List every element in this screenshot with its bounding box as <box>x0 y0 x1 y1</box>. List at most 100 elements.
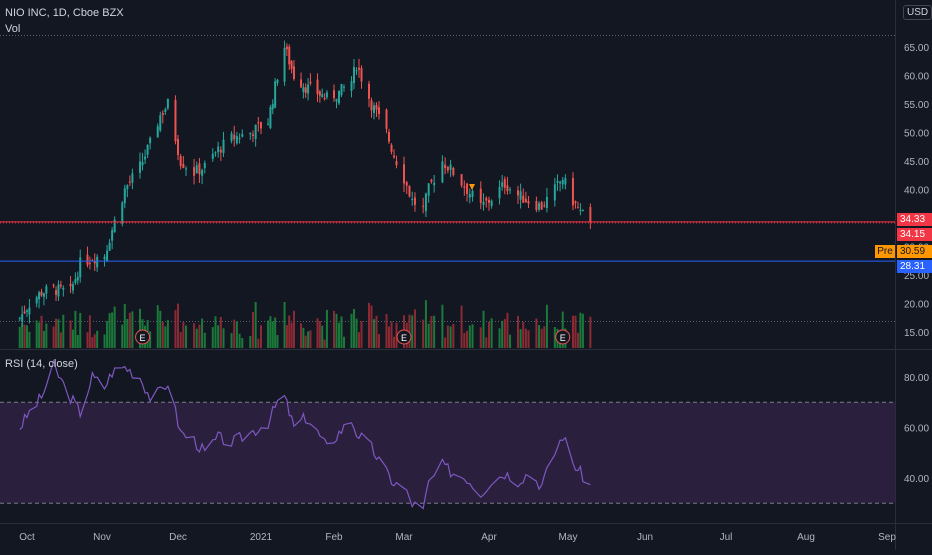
candle-body <box>333 90 335 99</box>
candle-body <box>26 310 28 312</box>
volume-bar <box>441 304 444 348</box>
volume-bar <box>182 322 185 348</box>
volume-bar <box>579 312 582 348</box>
volume-bar <box>59 332 62 348</box>
candle-body <box>161 113 164 115</box>
volume-bar <box>370 305 373 348</box>
price-tick-label: 40.00 <box>904 186 929 197</box>
candle-body <box>276 79 279 83</box>
candle-body <box>471 191 474 197</box>
candle-body <box>108 242 111 251</box>
candle-body <box>79 257 82 278</box>
candle-body <box>468 193 471 198</box>
volume-bar <box>276 335 279 348</box>
volume-bar <box>360 321 363 348</box>
volume-label[interactable]: Vol <box>5 23 21 35</box>
event-marker-icon <box>469 184 475 190</box>
candle-body <box>479 188 482 203</box>
candle-body <box>553 184 556 201</box>
volume-bar <box>52 326 55 348</box>
volume-bar <box>350 313 353 348</box>
candle-body <box>538 203 541 210</box>
candle-body <box>390 144 393 152</box>
candle-body <box>59 284 62 287</box>
candle-body <box>198 163 201 175</box>
volume-bar <box>156 305 159 348</box>
candle-body <box>574 201 577 203</box>
volume-bar <box>335 313 338 348</box>
earnings-marker-label: E <box>560 333 566 343</box>
candle-body <box>498 186 501 199</box>
symbol-title[interactable]: NIO INC, 1D, Cboe BZX <box>5 7 124 19</box>
candle-body <box>271 103 274 110</box>
candle-body <box>466 183 469 194</box>
volume-bar <box>527 330 530 348</box>
candle-body <box>488 199 490 203</box>
volume-bar <box>430 316 433 348</box>
time-axis-label: Apr <box>481 532 497 543</box>
candle-body <box>576 207 579 209</box>
volume-bar <box>466 330 469 348</box>
candle-body <box>201 169 204 176</box>
volume-bar <box>76 335 79 348</box>
candle-body <box>393 155 395 158</box>
volume-bar <box>131 311 134 348</box>
earnings-marker-icon <box>135 329 151 345</box>
volume-bar <box>185 325 188 348</box>
volume-bar <box>283 301 286 348</box>
candle-body <box>203 163 206 169</box>
volume-bar <box>411 315 414 348</box>
volume-bar <box>358 332 360 348</box>
currency-badge[interactable]: USD <box>903 5 932 20</box>
volume-bar <box>57 319 60 348</box>
volume-bar <box>449 326 452 348</box>
volume-bar <box>35 320 38 348</box>
candle-body <box>413 197 416 205</box>
candle-body <box>430 179 433 182</box>
candle-body <box>422 205 425 207</box>
volume-bar <box>333 310 335 348</box>
candle-body <box>370 100 373 111</box>
volume-bar <box>166 319 169 348</box>
candle-body <box>156 126 159 138</box>
volume-bar <box>254 301 257 348</box>
candle-body <box>35 297 38 304</box>
candle-body <box>589 206 592 222</box>
candle-body <box>52 284 55 287</box>
candle-body <box>378 107 380 115</box>
volume-bar <box>471 324 474 348</box>
volume-bar <box>93 334 96 348</box>
volume-bar <box>304 335 307 348</box>
volume-bar <box>21 323 24 348</box>
candle-body <box>214 152 217 154</box>
volume-bar <box>45 323 48 348</box>
candle-body <box>441 161 444 183</box>
volume-bar <box>69 320 72 348</box>
title-separator-2: , <box>66 7 73 19</box>
time-axis-label: Mar <box>395 532 413 543</box>
volume-bar <box>353 309 355 348</box>
candle-body <box>241 133 244 137</box>
rsi-label[interactable]: RSI (14, close) <box>5 358 78 370</box>
earnings-marker-icon <box>555 329 571 345</box>
volume-bar <box>40 315 43 348</box>
candle-body <box>93 260 96 264</box>
volume-bar <box>91 337 94 348</box>
volume-bar <box>203 332 206 348</box>
interval: 1D <box>52 7 67 19</box>
candle-body <box>285 46 288 50</box>
volume-bar <box>88 315 91 348</box>
candle-body <box>343 86 345 88</box>
volume-bar <box>479 327 482 348</box>
candle-body <box>556 180 559 183</box>
candle-body <box>38 292 41 300</box>
rsi-tick-label: 80.00 <box>904 373 929 384</box>
candle-body <box>233 134 236 140</box>
volume-bar <box>128 312 131 348</box>
time-axis-label: May <box>559 532 578 543</box>
last-price-tag: 34.33 <box>897 213 932 226</box>
candle-body <box>338 90 340 104</box>
volume-bar <box>267 320 270 348</box>
